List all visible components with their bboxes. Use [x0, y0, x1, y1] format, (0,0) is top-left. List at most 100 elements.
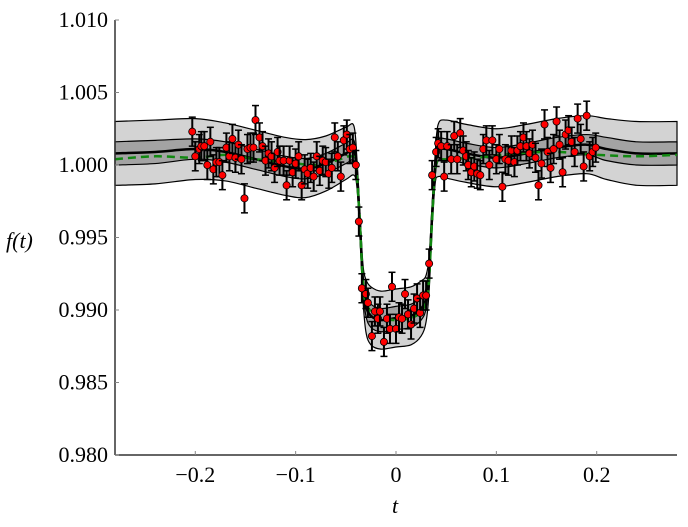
point-marker — [240, 194, 249, 203]
point-marker — [188, 127, 197, 136]
data-point — [558, 157, 567, 188]
data-point — [336, 161, 345, 192]
point-marker — [422, 291, 431, 300]
point-marker — [443, 142, 452, 151]
point-marker — [330, 133, 339, 142]
point-marker — [249, 143, 258, 152]
data-point — [495, 133, 504, 165]
point-marker — [498, 182, 507, 191]
data-point — [401, 278, 410, 310]
data-point — [387, 271, 396, 303]
data-point — [440, 161, 449, 192]
point-marker — [476, 171, 485, 180]
point-marker — [570, 147, 579, 156]
data-point — [354, 206, 363, 237]
point-marker — [237, 155, 246, 164]
point-marker — [327, 163, 336, 172]
data-point — [540, 109, 549, 140]
data-point — [363, 287, 372, 318]
point-marker — [218, 171, 227, 180]
point-marker — [191, 152, 200, 161]
point-marker — [206, 137, 215, 146]
point-marker — [401, 290, 410, 299]
point-marker — [387, 282, 396, 291]
data-point — [537, 148, 546, 179]
point-marker — [398, 314, 407, 323]
point-marker — [294, 152, 303, 161]
point-marker — [425, 259, 434, 268]
y-tick-label: 0.980 — [59, 442, 109, 467]
point-marker — [573, 114, 582, 123]
data-point — [422, 280, 431, 311]
point-marker — [558, 168, 567, 177]
data-point — [437, 130, 446, 162]
data-point — [327, 152, 336, 184]
data-point — [240, 183, 249, 214]
point-marker — [228, 134, 237, 143]
point-marker — [531, 153, 540, 162]
data-point — [288, 157, 297, 188]
point-marker — [488, 136, 497, 145]
x-tick-label: 0.2 — [583, 462, 611, 487]
observations — [188, 100, 600, 358]
point-marker — [549, 145, 558, 154]
point-marker — [591, 143, 600, 152]
data-point — [225, 141, 234, 172]
data-point — [555, 129, 564, 160]
point-marker — [351, 160, 360, 169]
point-marker — [485, 160, 494, 169]
data-point — [467, 157, 476, 188]
data-point — [249, 132, 258, 163]
x-tick-label: −0.1 — [276, 462, 316, 487]
y-axis-label: f(t) — [6, 228, 33, 253]
point-marker — [582, 111, 591, 120]
y-tick-label: 0.985 — [59, 370, 109, 395]
data-point — [488, 125, 497, 156]
point-marker — [203, 160, 212, 169]
data-point — [534, 170, 543, 201]
point-marker — [282, 181, 291, 190]
x-tick-label: 0 — [391, 462, 402, 487]
point-marker — [495, 145, 504, 154]
point-marker — [379, 337, 388, 346]
x-tick-label: −0.2 — [175, 462, 215, 487]
data-point — [428, 159, 437, 191]
point-marker — [453, 155, 462, 164]
ticks: −0.2 −0.1 0 0.1 0.2 0.980 0.985 0.990 0.995 1.000… — [59, 7, 611, 487]
data-point — [237, 143, 246, 175]
data-point — [218, 159, 227, 191]
data-point — [570, 136, 579, 168]
data-point — [525, 138, 534, 169]
point-marker — [537, 159, 546, 168]
y-tick-label: 0.990 — [59, 297, 109, 322]
y-tick-label: 1.000 — [59, 152, 109, 177]
y-tick-label: 1.010 — [59, 7, 109, 32]
point-marker — [375, 307, 384, 316]
data-point — [425, 248, 434, 279]
x-axis-label: t — [392, 493, 399, 518]
data-point — [348, 132, 357, 163]
x-tick-label: 0.1 — [483, 462, 511, 487]
data-point — [200, 130, 209, 162]
point-marker — [428, 171, 437, 180]
point-marker — [534, 181, 543, 190]
point-marker — [367, 332, 376, 341]
point-marker — [363, 298, 372, 307]
data-point — [228, 123, 237, 155]
point-marker — [200, 142, 209, 151]
data-point — [375, 296, 384, 327]
point-marker — [579, 162, 588, 171]
axes — [114, 20, 677, 456]
point-marker — [546, 163, 555, 172]
point-marker — [336, 172, 345, 181]
data-point — [351, 149, 360, 181]
point-marker — [333, 152, 342, 161]
data-point — [579, 151, 588, 182]
point-marker — [251, 116, 260, 125]
data-point — [191, 141, 200, 172]
point-marker — [576, 134, 585, 143]
point-marker — [552, 117, 561, 126]
data-point — [206, 126, 215, 158]
